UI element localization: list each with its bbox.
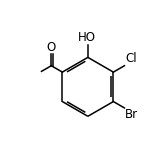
Text: HO: HO bbox=[78, 31, 96, 44]
Text: Br: Br bbox=[125, 108, 138, 121]
Text: Cl: Cl bbox=[125, 52, 136, 65]
Text: O: O bbox=[46, 41, 55, 54]
